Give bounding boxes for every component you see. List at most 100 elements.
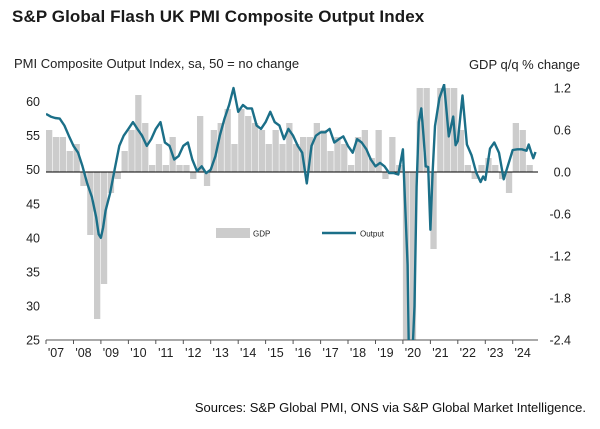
x-tick-label: '20 (405, 346, 421, 360)
gdp-bar (245, 116, 252, 172)
left-tick-label: 55 (26, 129, 40, 143)
x-tick-label: '11 (158, 346, 173, 360)
output-line (46, 84, 537, 340)
left-tick-label: 60 (26, 95, 40, 109)
x-tick-label: '17 (322, 346, 338, 360)
right-tick-label: 0.6 (554, 124, 571, 138)
right-axis-ticks: -2.4 -1.8 -1.2 -0.6 0.0 0.6 1.2 (549, 82, 571, 348)
gdp-bar (416, 88, 423, 172)
right-tick-label: -0.6 (549, 208, 571, 222)
gdp-bar (203, 172, 211, 186)
gdp-bar (505, 172, 513, 193)
gdp-bar (114, 172, 121, 179)
gdp-bar (183, 165, 190, 172)
gdp-bar (320, 130, 327, 172)
gdp-bar (272, 130, 279, 172)
gdp-bar (149, 165, 156, 172)
gdp-bar (430, 172, 437, 249)
x-tick-label: '19 (377, 346, 393, 360)
gdp-bar (492, 165, 499, 172)
gdp-bar (526, 165, 533, 172)
gdp-bar (354, 137, 362, 172)
gdp-bar (348, 165, 355, 172)
x-tick-label: '07 (48, 346, 64, 360)
gdp-bar (121, 151, 128, 172)
gdp-bar (409, 172, 417, 340)
gdp-bar (341, 144, 348, 172)
gdp-bar (437, 88, 444, 172)
gdp-bar (197, 116, 204, 172)
gdp-bar (190, 172, 197, 179)
gdp-bar (59, 137, 66, 172)
gdp-bar (368, 158, 375, 172)
gdp-bar (238, 109, 245, 172)
legend-gdp-swatch (216, 228, 250, 238)
gdp-bar (279, 144, 286, 172)
gdp-bar (46, 130, 53, 172)
gdp-bar (471, 172, 478, 179)
x-tick-label: '15 (267, 346, 283, 360)
x-tick-label: '24 (515, 346, 531, 360)
x-tick-label: '13 (213, 346, 229, 360)
gdp-bar (293, 144, 300, 172)
left-tick-label: 30 (26, 299, 40, 313)
gdp-bar (512, 123, 519, 172)
right-axis-label: GDP q/q % change (468, 57, 580, 72)
gdp-bar (457, 130, 465, 172)
gdp-bar (176, 165, 183, 172)
legend: GDP Output (216, 228, 385, 239)
chart-title: S&P Global Flash UK PMI Composite Output… (12, 7, 425, 26)
gdp-bar (73, 144, 80, 172)
gdp-bar (135, 95, 142, 172)
left-axis-ticks: 25 30 35 40 45 50 55 60 (26, 95, 40, 347)
gdp-bar (217, 123, 224, 172)
x-tick-label: '09 (103, 346, 119, 360)
x-tick-label: '21 (432, 346, 448, 360)
gdp-bar (128, 130, 135, 172)
gdp-bar (162, 165, 169, 172)
gdp-bar (286, 123, 293, 172)
gdp-bar (382, 172, 389, 179)
x-tick-label: '22 (460, 346, 476, 360)
gdp-bar (155, 144, 163, 172)
right-tick-label: 1.2 (554, 82, 571, 96)
left-tick-label: 35 (26, 265, 40, 279)
x-tick-label: '12 (185, 346, 201, 360)
right-tick-label: 0.0 (554, 166, 571, 180)
x-axis-ticks: '07 '08 '09 '10 '11 '12 '13 '14 '15 '16 '17 '18 '19 '… (45, 340, 531, 360)
gdp-bar (478, 165, 485, 172)
right-tick-label: -1.2 (549, 250, 571, 264)
left-tick-label: 50 (26, 163, 40, 177)
gdp-bar (52, 137, 60, 172)
left-tick-label: 25 (26, 334, 40, 348)
legend-gdp-label: GDP (253, 230, 270, 239)
gdp-bar (327, 151, 334, 172)
gdp-bar (423, 88, 430, 172)
gdp-bar (375, 130, 382, 172)
gdp-bar (224, 109, 231, 172)
right-tick-label: -1.8 (549, 292, 571, 306)
left-axis-label: PMI Composite Output Index, sa, 50 = no … (14, 56, 300, 71)
gdp-bar (94, 172, 101, 319)
gdp-bar (464, 165, 471, 172)
right-tick-label: -2.4 (549, 334, 571, 348)
gdp-bar (66, 151, 73, 172)
x-tick-label: '16 (295, 346, 311, 360)
left-tick-label: 45 (26, 197, 40, 211)
gdp-bar (389, 137, 396, 172)
gdp-bar (334, 137, 341, 172)
gdp-bar (142, 123, 149, 172)
gdp-bar (265, 144, 272, 172)
gdp-bar (519, 130, 526, 172)
x-tick-label: '18 (350, 346, 366, 360)
x-tick-label: '14 (240, 346, 256, 360)
x-tick-label: '23 (487, 346, 503, 360)
gdp-bar (258, 130, 266, 172)
legend-output-label: Output (360, 230, 385, 239)
gdp-bar (313, 123, 320, 172)
left-tick-label: 40 (26, 231, 40, 245)
gdp-bar (361, 130, 368, 172)
gdp-bar (231, 144, 238, 172)
source-note: Sources: S&P Global PMI, ONS via S&P Glo… (194, 400, 586, 415)
